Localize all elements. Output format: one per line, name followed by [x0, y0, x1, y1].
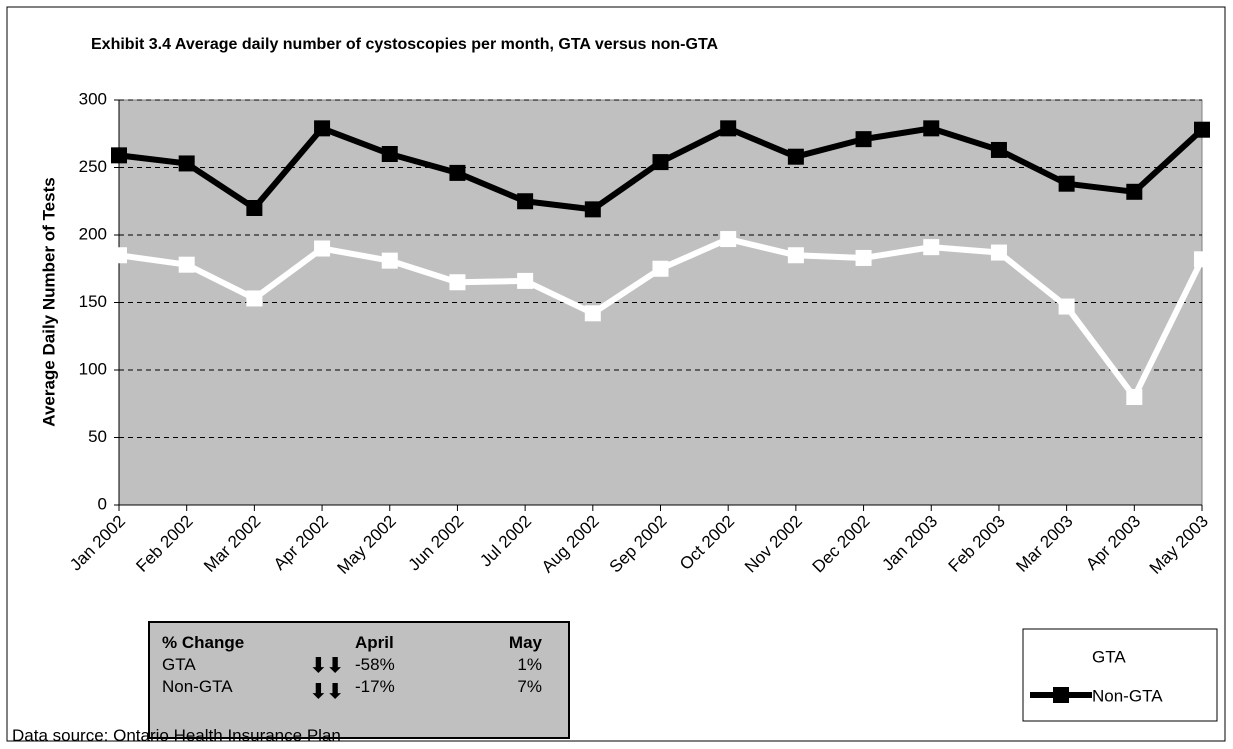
point-marker [111, 147, 127, 164]
point-marker [1058, 175, 1075, 192]
chart-title: Exhibit 3.4 Average daily number of cyst… [91, 36, 719, 53]
y-tick-label: 50 [88, 427, 107, 446]
point-marker [178, 155, 195, 172]
point-marker [517, 193, 534, 210]
point-marker [517, 272, 534, 289]
table-header: % Change [162, 633, 245, 652]
y-tick-label: 250 [79, 157, 107, 176]
x-tick-label: Oct 2002 [676, 512, 738, 574]
y-tick-label: 100 [79, 359, 107, 378]
point-marker [111, 247, 127, 264]
x-tick-label: Sep 2002 [606, 512, 671, 577]
point-marker [449, 274, 466, 291]
change-table: % Change April May GTA ⬇⬇ -58% 1% Non-GT… [148, 621, 570, 739]
x-tick-label: Mar 2003 [1012, 512, 1076, 576]
point-marker [1058, 298, 1075, 315]
x-tick-label: Dec 2002 [809, 512, 874, 577]
point-marker [923, 120, 940, 137]
table-cell: 7% [517, 677, 542, 696]
point-marker [923, 239, 940, 256]
point-marker [652, 154, 669, 171]
y-tick-label: 200 [79, 224, 107, 243]
point-marker [314, 120, 331, 137]
point-marker [787, 148, 804, 165]
x-tick-label: May 2003 [1146, 512, 1212, 578]
arrow-icon: ⬇⬇ [310, 681, 344, 703]
point-marker [787, 247, 804, 264]
y-tick-label: 300 [79, 89, 107, 108]
point-marker [246, 200, 263, 216]
point-marker [990, 244, 1007, 261]
point-marker [720, 120, 737, 137]
point-marker [1126, 183, 1143, 200]
legend-marker [1053, 648, 1069, 664]
x-tick-label: Jul 2002 [476, 512, 535, 571]
source-note: Data source: Ontario Health Insurance Pl… [12, 726, 341, 745]
point-marker [449, 164, 466, 181]
x-tick-label: May 2002 [334, 512, 400, 578]
point-marker [381, 252, 398, 269]
point-marker [990, 141, 1007, 158]
point-marker [246, 290, 263, 307]
arrow-icon: ⬇⬇ [310, 655, 344, 677]
point-marker [584, 305, 601, 322]
point-marker [1194, 121, 1210, 138]
x-tick-label: Mar 2002 [200, 512, 264, 576]
x-tick-label: Jan 2003 [878, 512, 941, 575]
point-marker [1194, 251, 1210, 268]
point-marker [720, 231, 737, 248]
table-cell: Non-GTA [162, 677, 233, 696]
legend-label: Non-GTA [1092, 686, 1163, 705]
point-marker [314, 240, 331, 257]
point-marker [855, 131, 872, 148]
legend-marker [1053, 687, 1069, 703]
table-cell: GTA [162, 655, 196, 674]
x-tick-label: Apr 2002 [270, 512, 332, 574]
x-tick-label: Aug 2002 [538, 512, 603, 577]
y-tick-label: 150 [79, 292, 107, 311]
x-tick-label: Jun 2002 [405, 512, 468, 575]
x-tick-label: Feb 2002 [132, 512, 196, 576]
point-marker [178, 256, 195, 273]
point-marker [584, 201, 601, 218]
y-tick-label: 0 [98, 494, 107, 513]
legend-box [1022, 628, 1218, 722]
table-cell: -17% [355, 677, 395, 696]
x-tick-label: Feb 2003 [945, 512, 1009, 576]
x-tick-label: Nov 2002 [741, 512, 806, 577]
table-header: May [508, 633, 542, 652]
x-tick-label: Jan 2002 [66, 512, 129, 575]
legend-label: GTA [1092, 647, 1126, 666]
y-axis-label: Average Daily Number of Tests [39, 177, 58, 426]
point-marker [1126, 389, 1143, 405]
table-cell: 1% [517, 655, 542, 674]
table-header: April [355, 633, 394, 652]
point-marker [855, 249, 872, 266]
frame [6, 6, 1226, 742]
x-tick-label: Apr 2003 [1082, 512, 1144, 574]
point-marker [381, 146, 398, 162]
table-cell: -58% [355, 655, 395, 674]
point-marker [652, 260, 669, 277]
